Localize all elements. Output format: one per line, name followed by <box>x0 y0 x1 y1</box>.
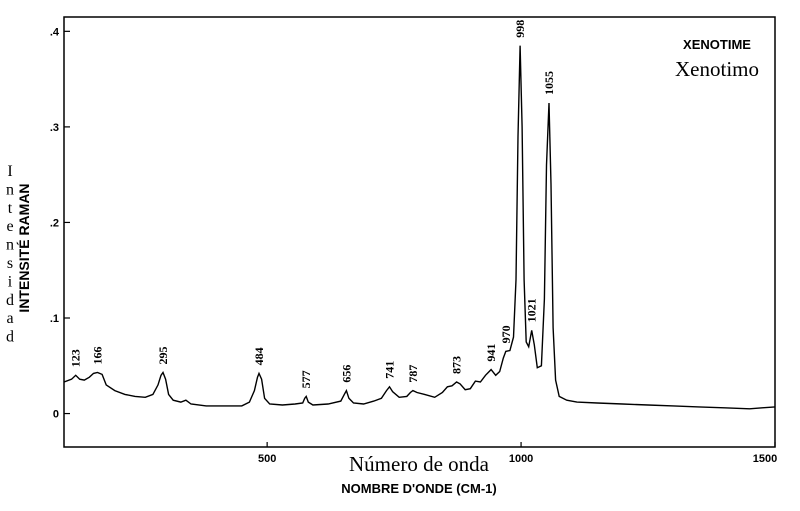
y-axis-label-char: i <box>8 273 13 290</box>
peak-label: 656 <box>339 365 353 383</box>
y-axis-label-char: n <box>6 237 14 254</box>
y-axis-label-char: e <box>6 218 13 235</box>
x-tick-label: 1000 <box>509 453 533 465</box>
x-tick-label: 500 <box>258 453 276 465</box>
x-tick-label: 1500 <box>753 453 777 465</box>
y-tick-label: .1 <box>50 313 59 325</box>
chart-subtitle: Xenotimo <box>675 57 759 81</box>
peak-label: 1021 <box>525 298 539 322</box>
peak-label: 741 <box>383 361 397 379</box>
y-axis-label-char: n <box>6 181 14 198</box>
peak-label: 1055 <box>542 71 556 95</box>
y-axis-ticks: 0 .1 .2 .3 .4 <box>50 26 70 421</box>
spectrum-line <box>63 45 776 410</box>
peak-label: 970 <box>499 325 513 343</box>
peak-label: 998 <box>513 20 527 38</box>
chart-title: XENOTIME <box>683 37 751 52</box>
x-axis-ticks: 500 1000 1500 <box>258 442 777 465</box>
y-axis-label-char: d <box>6 329 14 346</box>
peak-label: 577 <box>299 370 313 388</box>
y-tick-label: .3 <box>50 122 59 134</box>
peak-label: 484 <box>252 347 266 365</box>
y-axis-label-secondary: INTENSITÉ RAMAN <box>16 183 32 312</box>
y-axis-label-char: s <box>7 255 13 272</box>
peak-label: 123 <box>69 349 83 367</box>
y-tick-label: .4 <box>50 26 60 38</box>
peak-label: 787 <box>406 365 420 383</box>
peak-label: 295 <box>156 347 170 365</box>
y-axis-label-char: d <box>6 292 14 309</box>
y-axis-label-char: I <box>7 163 12 180</box>
x-axis-label: Número de onda <box>349 452 490 476</box>
peak-label: 941 <box>484 344 498 362</box>
y-axis-label-char: t <box>8 200 13 217</box>
plot-frame <box>63 16 776 448</box>
x-axis-label-secondary: NOMBRE D'ONDE (CM-1) <box>341 481 496 496</box>
peak-label: 166 <box>91 347 105 365</box>
y-tick-label: .2 <box>50 217 59 229</box>
y-tick-label: 0 <box>53 409 59 421</box>
peak-label: 873 <box>450 356 464 374</box>
y-axis-label-char: a <box>6 310 13 327</box>
